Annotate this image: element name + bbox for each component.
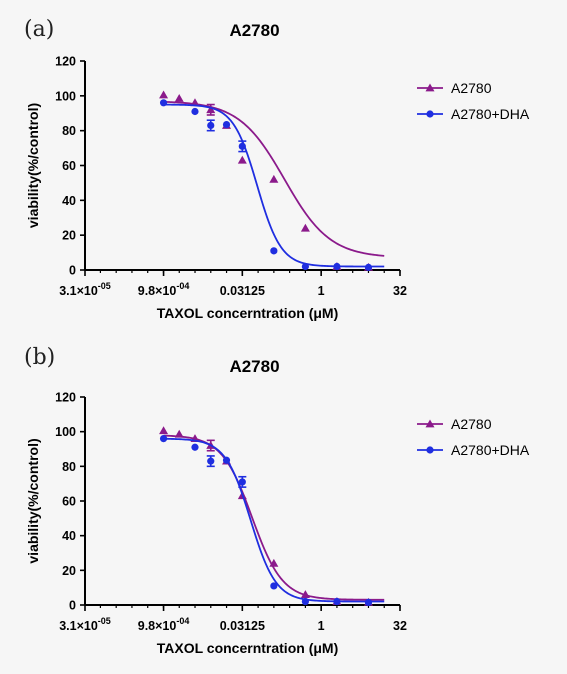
data-point xyxy=(174,93,184,102)
x-tick-exponent: -05 xyxy=(98,616,111,626)
data-point xyxy=(364,263,373,271)
y-tick-label: 20 xyxy=(62,229,76,243)
data-point xyxy=(207,121,215,130)
data-point xyxy=(333,597,341,606)
y-tick-label: 20 xyxy=(62,564,76,578)
x-tick-label: 0.03125 xyxy=(220,284,265,298)
y-tick-label: 0 xyxy=(69,599,76,613)
data-point xyxy=(206,105,216,114)
data-point xyxy=(300,590,310,598)
series-1 xyxy=(159,90,385,271)
legend-label: A2780 xyxy=(451,80,492,96)
fit-curve-2 xyxy=(163,437,385,603)
series-2 xyxy=(159,435,385,607)
x-tick-label: 3.1×10-05 xyxy=(59,281,111,298)
data-point xyxy=(207,457,215,465)
legend-marker xyxy=(425,419,435,428)
data-point xyxy=(159,99,168,107)
data-point xyxy=(159,90,169,99)
y-tick-label: 40 xyxy=(62,529,76,543)
fit-curve-1 xyxy=(163,100,385,257)
legend-entry-2: A2780+DHA xyxy=(417,106,530,122)
data-point xyxy=(333,262,341,271)
x-tick-label: 9.8×10-04 xyxy=(138,281,190,298)
data-point xyxy=(364,598,373,607)
x-tick-label: 0.03125 xyxy=(220,619,265,633)
data-point xyxy=(269,558,279,567)
legend-entry-1: A2780 xyxy=(417,416,492,432)
data-point xyxy=(174,429,184,438)
y-tick-label: 120 xyxy=(55,391,76,405)
panel-label: (a) xyxy=(24,17,54,42)
chart-title: A2780 xyxy=(229,357,279,376)
x-tick-label: 32 xyxy=(393,284,407,298)
x-tick-label: 3.1×10-05 xyxy=(59,616,111,633)
legend-entry-1: A2780 xyxy=(417,80,492,96)
data-point xyxy=(191,443,199,451)
x-tick-label: 32 xyxy=(393,619,407,633)
legend-marker xyxy=(426,110,434,118)
legend-label: A2780+DHA xyxy=(451,106,530,122)
data-point xyxy=(238,478,246,486)
x-tick-label: 1 xyxy=(318,619,325,633)
data-point xyxy=(159,435,168,443)
legend-label: A2780 xyxy=(451,416,492,432)
data-point xyxy=(269,174,279,183)
y-tick-label: 100 xyxy=(55,425,76,439)
data-point xyxy=(238,142,246,150)
x-axis-label: TAXOL concerntration (μM) xyxy=(157,305,339,321)
data-point xyxy=(237,155,247,164)
x-tick-exponent: -05 xyxy=(98,281,111,291)
y-tick-label: 0 xyxy=(69,264,76,278)
data-point xyxy=(159,426,169,435)
y-tick-label: 120 xyxy=(55,55,76,69)
chart-panel-2: (b) A2780 0 20 40 60 80 100 120 3.1×10-05 9.8×10-0… xyxy=(24,345,530,656)
legend-entry-2: A2780+DHA xyxy=(417,442,530,458)
data-point xyxy=(222,120,231,129)
legend-marker xyxy=(425,83,435,92)
x-axis-label: TAXOL concerntration (μM) xyxy=(157,640,339,656)
y-axis-label: viability(%/control) xyxy=(25,103,41,228)
y-tick-label: 40 xyxy=(62,194,76,208)
fit-curve-1 xyxy=(163,434,385,601)
x-tick-exponent: -04 xyxy=(176,616,189,626)
legend-label: A2780+DHA xyxy=(451,442,530,458)
series-1 xyxy=(159,426,385,606)
x-tick-label: 9.8×10-04 xyxy=(138,616,190,633)
fit-curve-2 xyxy=(163,103,385,268)
y-axis-label: viability(%/control) xyxy=(25,438,41,563)
x-tick-label: 1 xyxy=(318,284,325,298)
x-tick-exponent: -04 xyxy=(176,281,189,291)
data-point xyxy=(222,456,231,464)
panel-label: (b) xyxy=(24,345,55,370)
chart-title: A2780 xyxy=(229,21,279,40)
y-tick-label: 80 xyxy=(62,460,76,474)
y-tick-label: 60 xyxy=(62,495,76,509)
y-tick-label: 60 xyxy=(62,159,76,173)
data-point xyxy=(300,223,310,232)
series-2 xyxy=(159,99,385,271)
data-point xyxy=(301,262,309,271)
legend-marker xyxy=(426,446,434,454)
data-point xyxy=(191,107,199,116)
data-point xyxy=(270,582,278,590)
data-point xyxy=(190,98,200,107)
y-tick-label: 80 xyxy=(62,124,76,138)
data-point xyxy=(301,597,309,606)
data-point xyxy=(270,247,278,255)
y-tick-label: 100 xyxy=(55,89,76,103)
chart-panel-1: (a) A2780 0 20 40 60 80 100 120 3.1×10-05 9.8×10-0… xyxy=(24,17,530,321)
